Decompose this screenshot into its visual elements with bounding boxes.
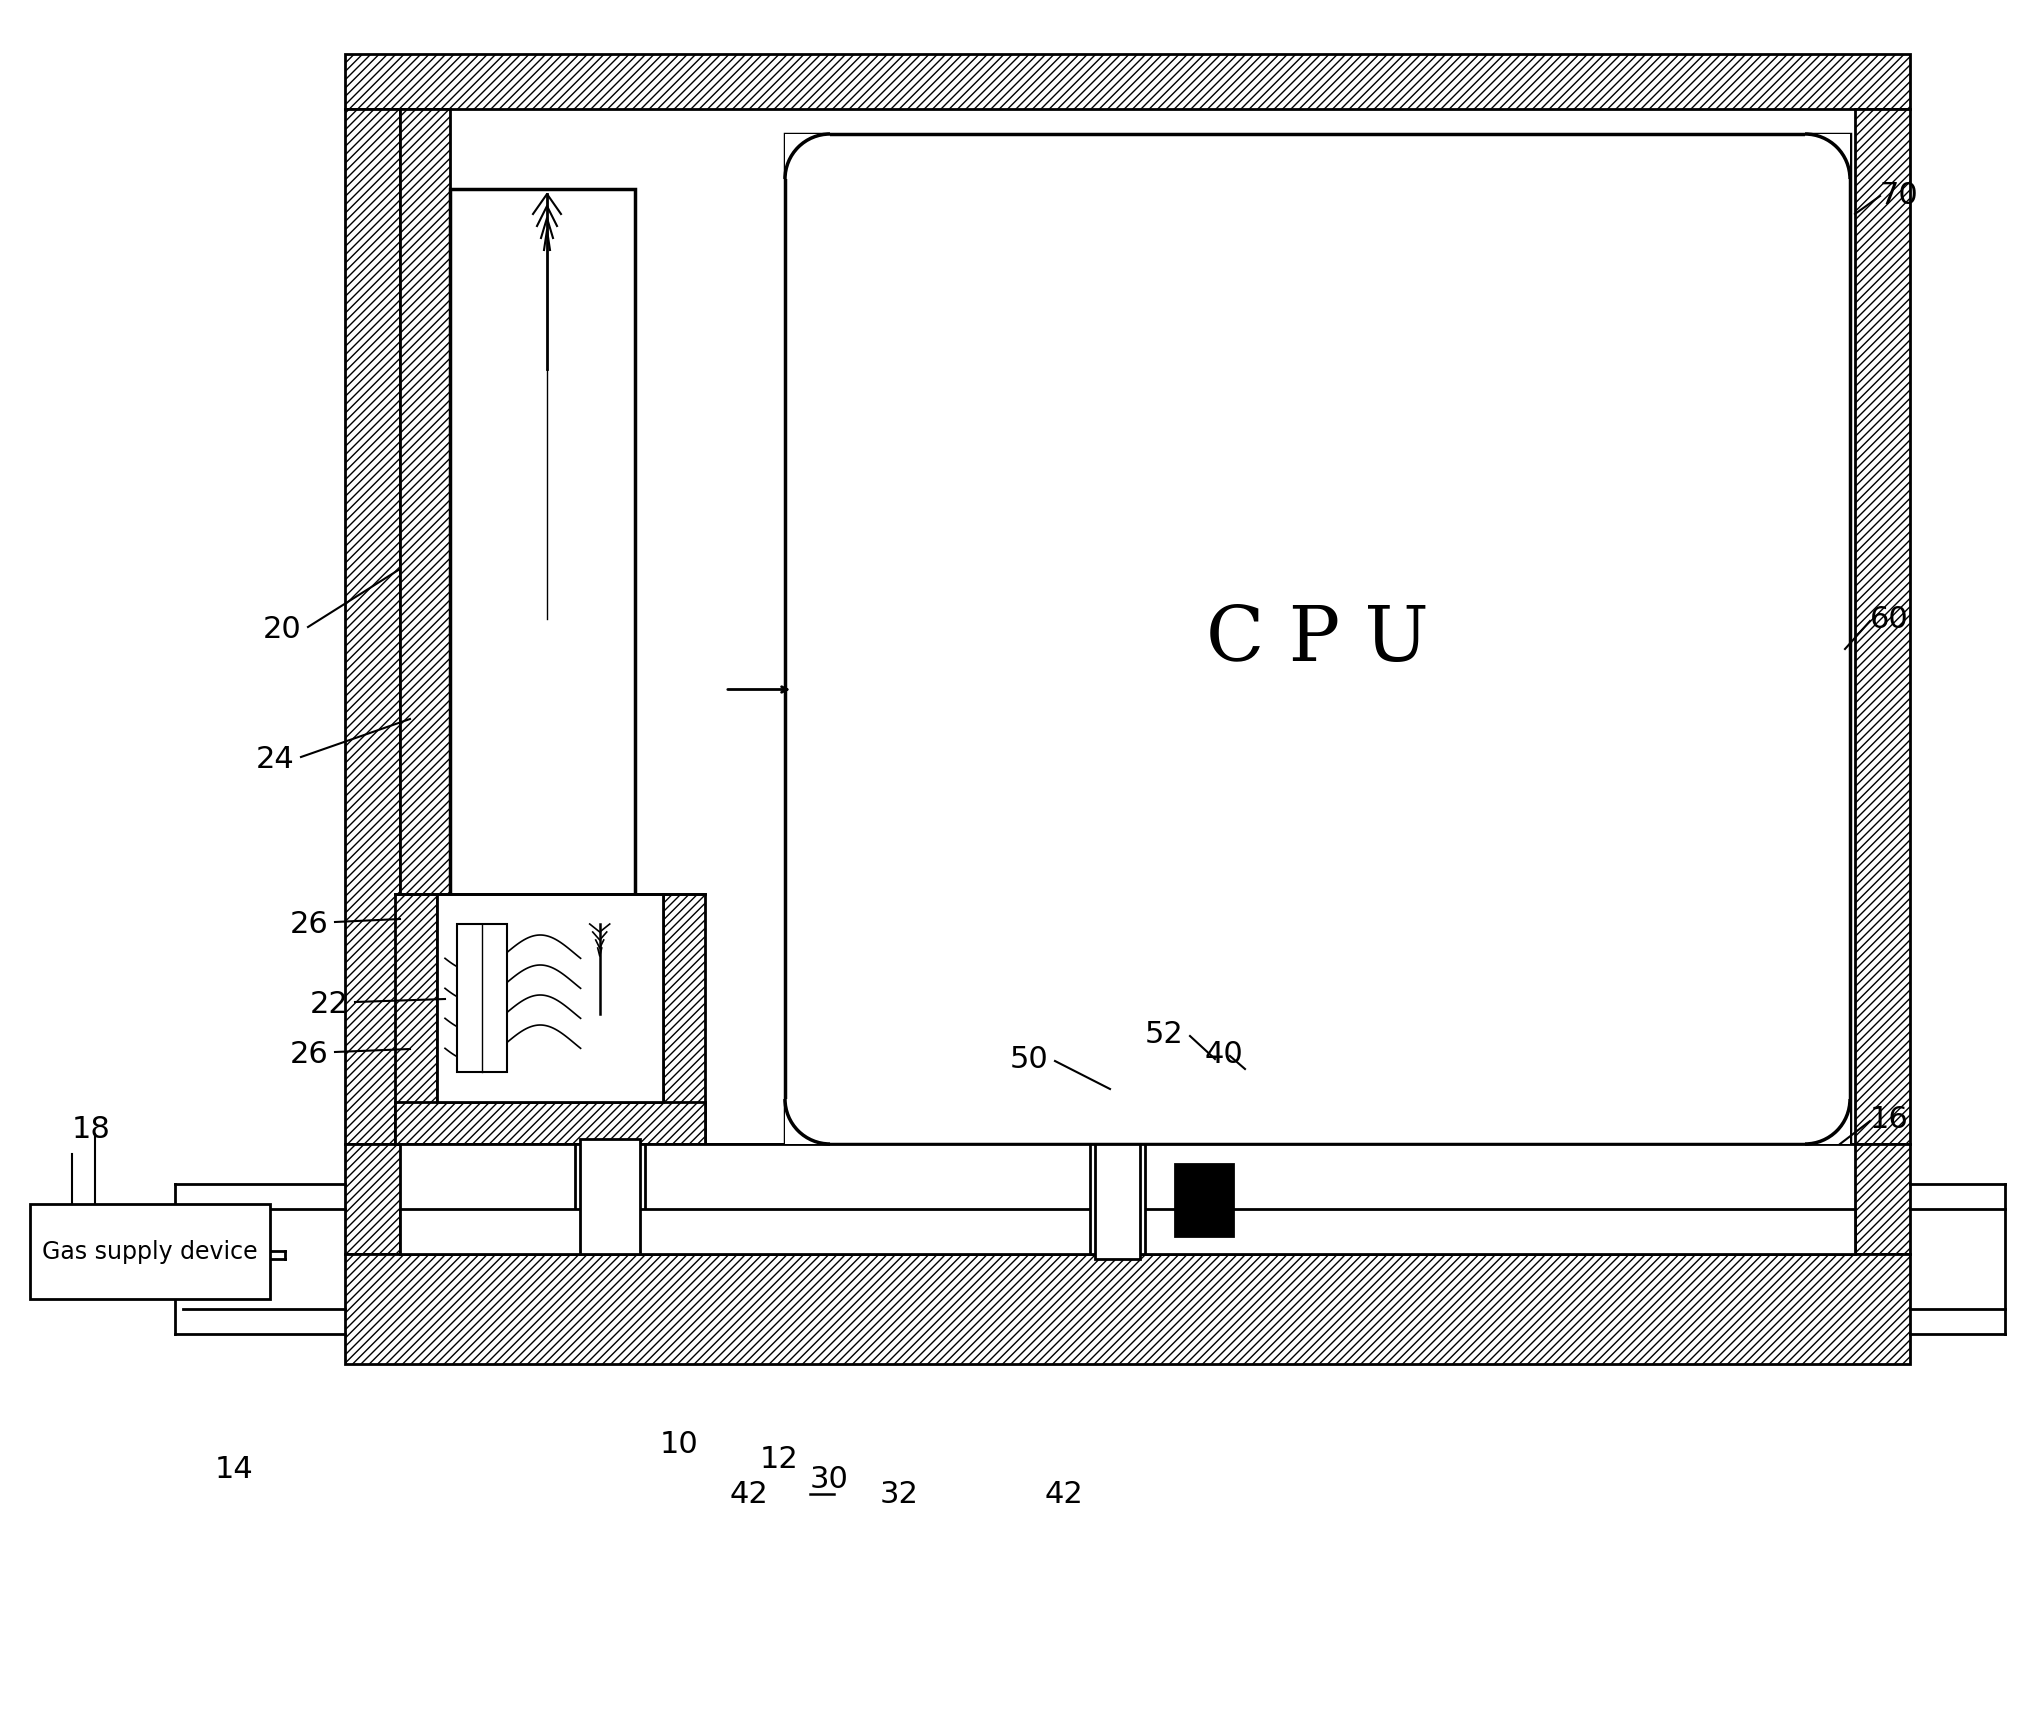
- Text: 18: 18: [73, 1115, 111, 1144]
- Text: 32: 32: [879, 1480, 920, 1509]
- Text: 50: 50: [1010, 1044, 1049, 1073]
- Bar: [1095, 1144, 1140, 1260]
- Bar: [400, 110, 451, 1144]
- Text: 26: 26: [289, 910, 329, 939]
- Text: C P U: C P U: [1207, 603, 1429, 677]
- Bar: [1805, 134, 1849, 179]
- Text: 52: 52: [1146, 1020, 1184, 1049]
- Bar: [663, 894, 705, 1144]
- Bar: [394, 894, 437, 1144]
- Text: 40: 40: [1205, 1041, 1243, 1068]
- Bar: [580, 1139, 641, 1254]
- Text: 20: 20: [263, 615, 301, 644]
- Text: 42: 42: [1045, 1480, 1083, 1509]
- Text: 22: 22: [309, 991, 350, 1018]
- Bar: [1089, 1144, 1146, 1254]
- Text: 10: 10: [661, 1430, 699, 1459]
- Bar: [346, 1144, 1910, 1254]
- Text: 30: 30: [810, 1465, 849, 1494]
- Bar: [400, 1210, 1855, 1254]
- Text: 14: 14: [214, 1454, 255, 1484]
- Text: 42: 42: [730, 1480, 768, 1509]
- Bar: [451, 190, 635, 1015]
- Bar: [1805, 1099, 1849, 1144]
- Text: 12: 12: [760, 1444, 798, 1473]
- Bar: [394, 1103, 705, 1144]
- Text: 16: 16: [1869, 1104, 1908, 1134]
- Bar: [346, 1254, 1910, 1365]
- Text: 26: 26: [289, 1041, 329, 1068]
- Text: 70: 70: [1880, 181, 1918, 210]
- Bar: [784, 1099, 831, 1144]
- Bar: [784, 134, 1849, 1144]
- Bar: [457, 925, 507, 1072]
- Bar: [346, 55, 1910, 110]
- Bar: [400, 1144, 1855, 1254]
- Text: 60: 60: [1869, 605, 1908, 634]
- Bar: [1855, 110, 1910, 1144]
- Bar: [346, 110, 400, 1144]
- Text: Gas supply device: Gas supply device: [42, 1239, 259, 1263]
- Bar: [30, 1204, 271, 1299]
- Bar: [576, 1144, 645, 1254]
- Bar: [1174, 1165, 1233, 1237]
- Bar: [784, 134, 831, 179]
- Text: 24: 24: [257, 744, 295, 774]
- Bar: [437, 894, 663, 1103]
